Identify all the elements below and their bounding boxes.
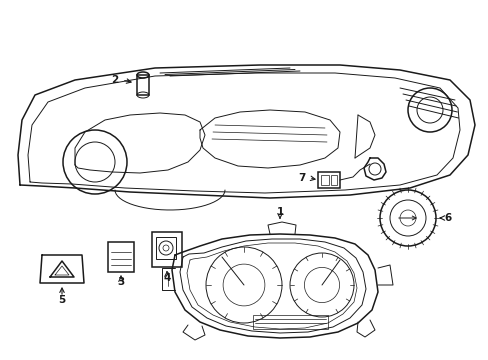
Text: 3: 3 <box>117 277 124 287</box>
Text: 5: 5 <box>58 295 65 305</box>
Bar <box>137 75 149 95</box>
Text: 7: 7 <box>298 173 305 183</box>
Bar <box>317 172 339 188</box>
Bar <box>108 242 134 272</box>
Bar <box>252 315 327 329</box>
Text: 2: 2 <box>111 75 119 85</box>
Text: 4: 4 <box>163 273 170 283</box>
Text: 6: 6 <box>444 213 451 223</box>
Bar <box>320 175 328 185</box>
Bar <box>156 237 176 259</box>
Text: 1: 1 <box>276 207 283 217</box>
Bar <box>330 175 336 185</box>
Bar <box>152 232 182 267</box>
